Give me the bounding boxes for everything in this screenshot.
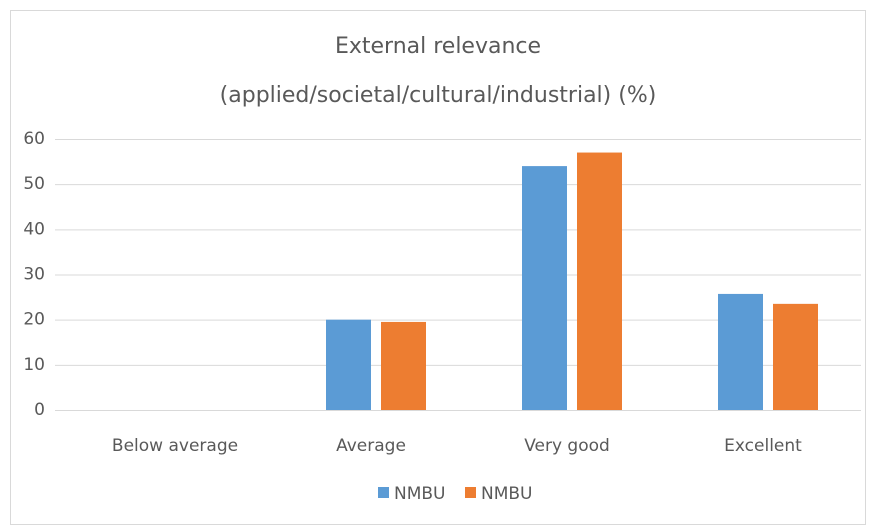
y-tick-label: 30 [23,265,45,285]
legend-label: NMBU [394,484,446,504]
x-tick-label: Very good [524,436,610,456]
chart-title: (applied/societal/cultural/industrial) (… [220,83,657,108]
x-tick-label: Excellent [724,436,802,456]
bar [577,152,622,411]
chart-border [10,10,866,525]
legend-swatch [378,487,389,498]
bar [522,166,567,410]
y-tick-label: 20 [23,310,45,330]
bar [773,303,818,410]
bar [326,319,371,410]
y-tick-label: 40 [23,219,45,239]
legend-label: NMBU [481,484,533,504]
x-tick-label: Below average [112,436,238,456]
x-tick-label: Average [336,436,406,456]
legend-swatch [465,487,476,498]
y-tick-label: 50 [23,174,45,194]
bar [718,293,763,410]
bar [381,321,426,410]
chart-title: External relevance [335,34,541,59]
y-tick-label: 10 [23,355,45,375]
y-tick-label: 60 [23,129,45,149]
y-tick-label: 0 [34,400,45,420]
